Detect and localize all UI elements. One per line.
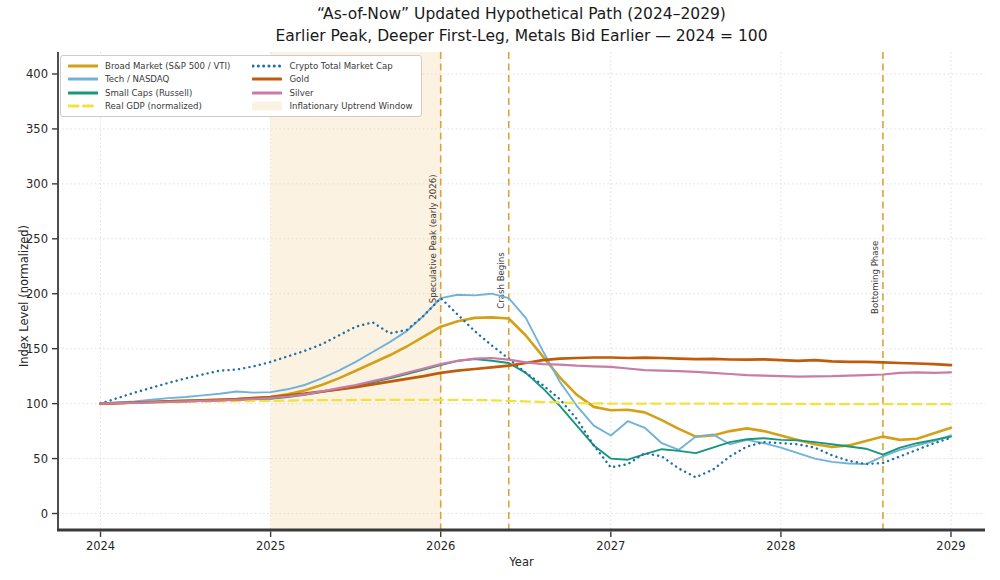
- series-line-crypto-total-market-cap: [101, 298, 952, 477]
- series-line-broad-market: [101, 317, 952, 447]
- series-line-gold: [101, 358, 952, 404]
- x-tick-label-2026: 2026: [426, 539, 455, 553]
- speculative-peak-annotation: Speculative Peak (early 2026): [428, 174, 438, 303]
- y-tick-label-400: 400: [26, 67, 48, 81]
- bottoming-phase-annotation: Bottoming Phase: [870, 241, 880, 314]
- legend: Broad Market (S&P 500 / VTI) Tech / NASDA…: [60, 55, 422, 117]
- legend-item-gold: Gold: [252, 74, 412, 86]
- x-tick-label-2027: 2027: [596, 539, 625, 553]
- x-axis-label: Year: [58, 555, 985, 569]
- y-tick-label-250: 250: [26, 232, 48, 246]
- legend-swatch-tech-nasdaq: [68, 74, 98, 84]
- series-line-silver: [101, 358, 952, 404]
- legend-item-broad-market: Broad Market (S&P 500 / VTI): [68, 60, 230, 72]
- legend-item-small-caps: Small Caps (Russell): [68, 87, 230, 99]
- crash-begins-annotation: Crash Begins: [496, 252, 506, 309]
- legend-item-silver: Silver: [252, 87, 412, 99]
- legend-swatch-inflationary-uptrend-window: [252, 101, 282, 111]
- legend-label-gold: Gold: [289, 74, 309, 84]
- chart-figure: “As-of-Now” Updated Hypothetical Path (2…: [0, 0, 1000, 580]
- legend-label-inflationary-uptrend-window: Inflationary Uptrend Window: [289, 101, 412, 111]
- x-tick-label-2025: 2025: [256, 539, 285, 553]
- x-tick-label-2028: 2028: [766, 539, 795, 553]
- legend-swatch-gold: [252, 74, 282, 84]
- legend-swatch-small-caps: [68, 88, 98, 98]
- legend-item-crypto-total-market-cap: Crypto Total Market Cap: [252, 60, 412, 72]
- y-tick-label-200: 200: [26, 287, 48, 301]
- x-tick-label-2029: 2029: [936, 539, 965, 553]
- legend-label-small-caps: Small Caps (Russell): [105, 88, 192, 98]
- legend-swatch-broad-market: [68, 61, 98, 71]
- legend-swatch-silver: [252, 88, 282, 98]
- y-tick-label-100: 100: [26, 397, 48, 411]
- legend-label-real-gdp: Real GDP (normalized): [105, 101, 202, 111]
- legend-item-tech-nasdaq: Tech / NASDAQ: [68, 74, 230, 86]
- legend-label-broad-market: Broad Market (S&P 500 / VTI): [105, 61, 230, 71]
- series-line-tech-nasdaq: [101, 294, 952, 464]
- y-tick-label-0: 0: [41, 507, 48, 521]
- legend-item-inflationary-uptrend-window: Inflationary Uptrend Window: [252, 101, 412, 113]
- legend-label-silver: Silver: [289, 88, 313, 98]
- y-tick-label-350: 350: [26, 122, 48, 136]
- y-tick-label-300: 300: [26, 177, 48, 191]
- legend-label-crypto-total-market-cap: Crypto Total Market Cap: [289, 61, 392, 71]
- legend-column-1: Broad Market (S&P 500 / VTI) Tech / NASDA…: [68, 60, 230, 112]
- x-tick-label-2024: 2024: [86, 539, 115, 553]
- legend-item-real-gdp: Real GDP (normalized): [68, 101, 230, 113]
- legend-label-tech-nasdaq: Tech / NASDAQ: [105, 74, 169, 84]
- y-tick-label-150: 150: [26, 342, 48, 356]
- legend-swatch-crypto-total-market-cap: [252, 61, 282, 71]
- legend-column-2: Crypto Total Market Cap Gold Silver Inflati…: [252, 60, 412, 112]
- legend-swatch-real-gdp: [68, 101, 98, 111]
- y-tick-label-50: 50: [33, 452, 48, 466]
